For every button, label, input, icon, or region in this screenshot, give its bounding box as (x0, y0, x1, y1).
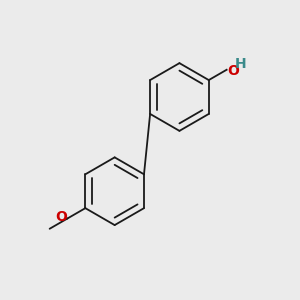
Text: O: O (55, 210, 67, 224)
Text: O: O (227, 64, 239, 78)
Text: H: H (235, 58, 247, 71)
